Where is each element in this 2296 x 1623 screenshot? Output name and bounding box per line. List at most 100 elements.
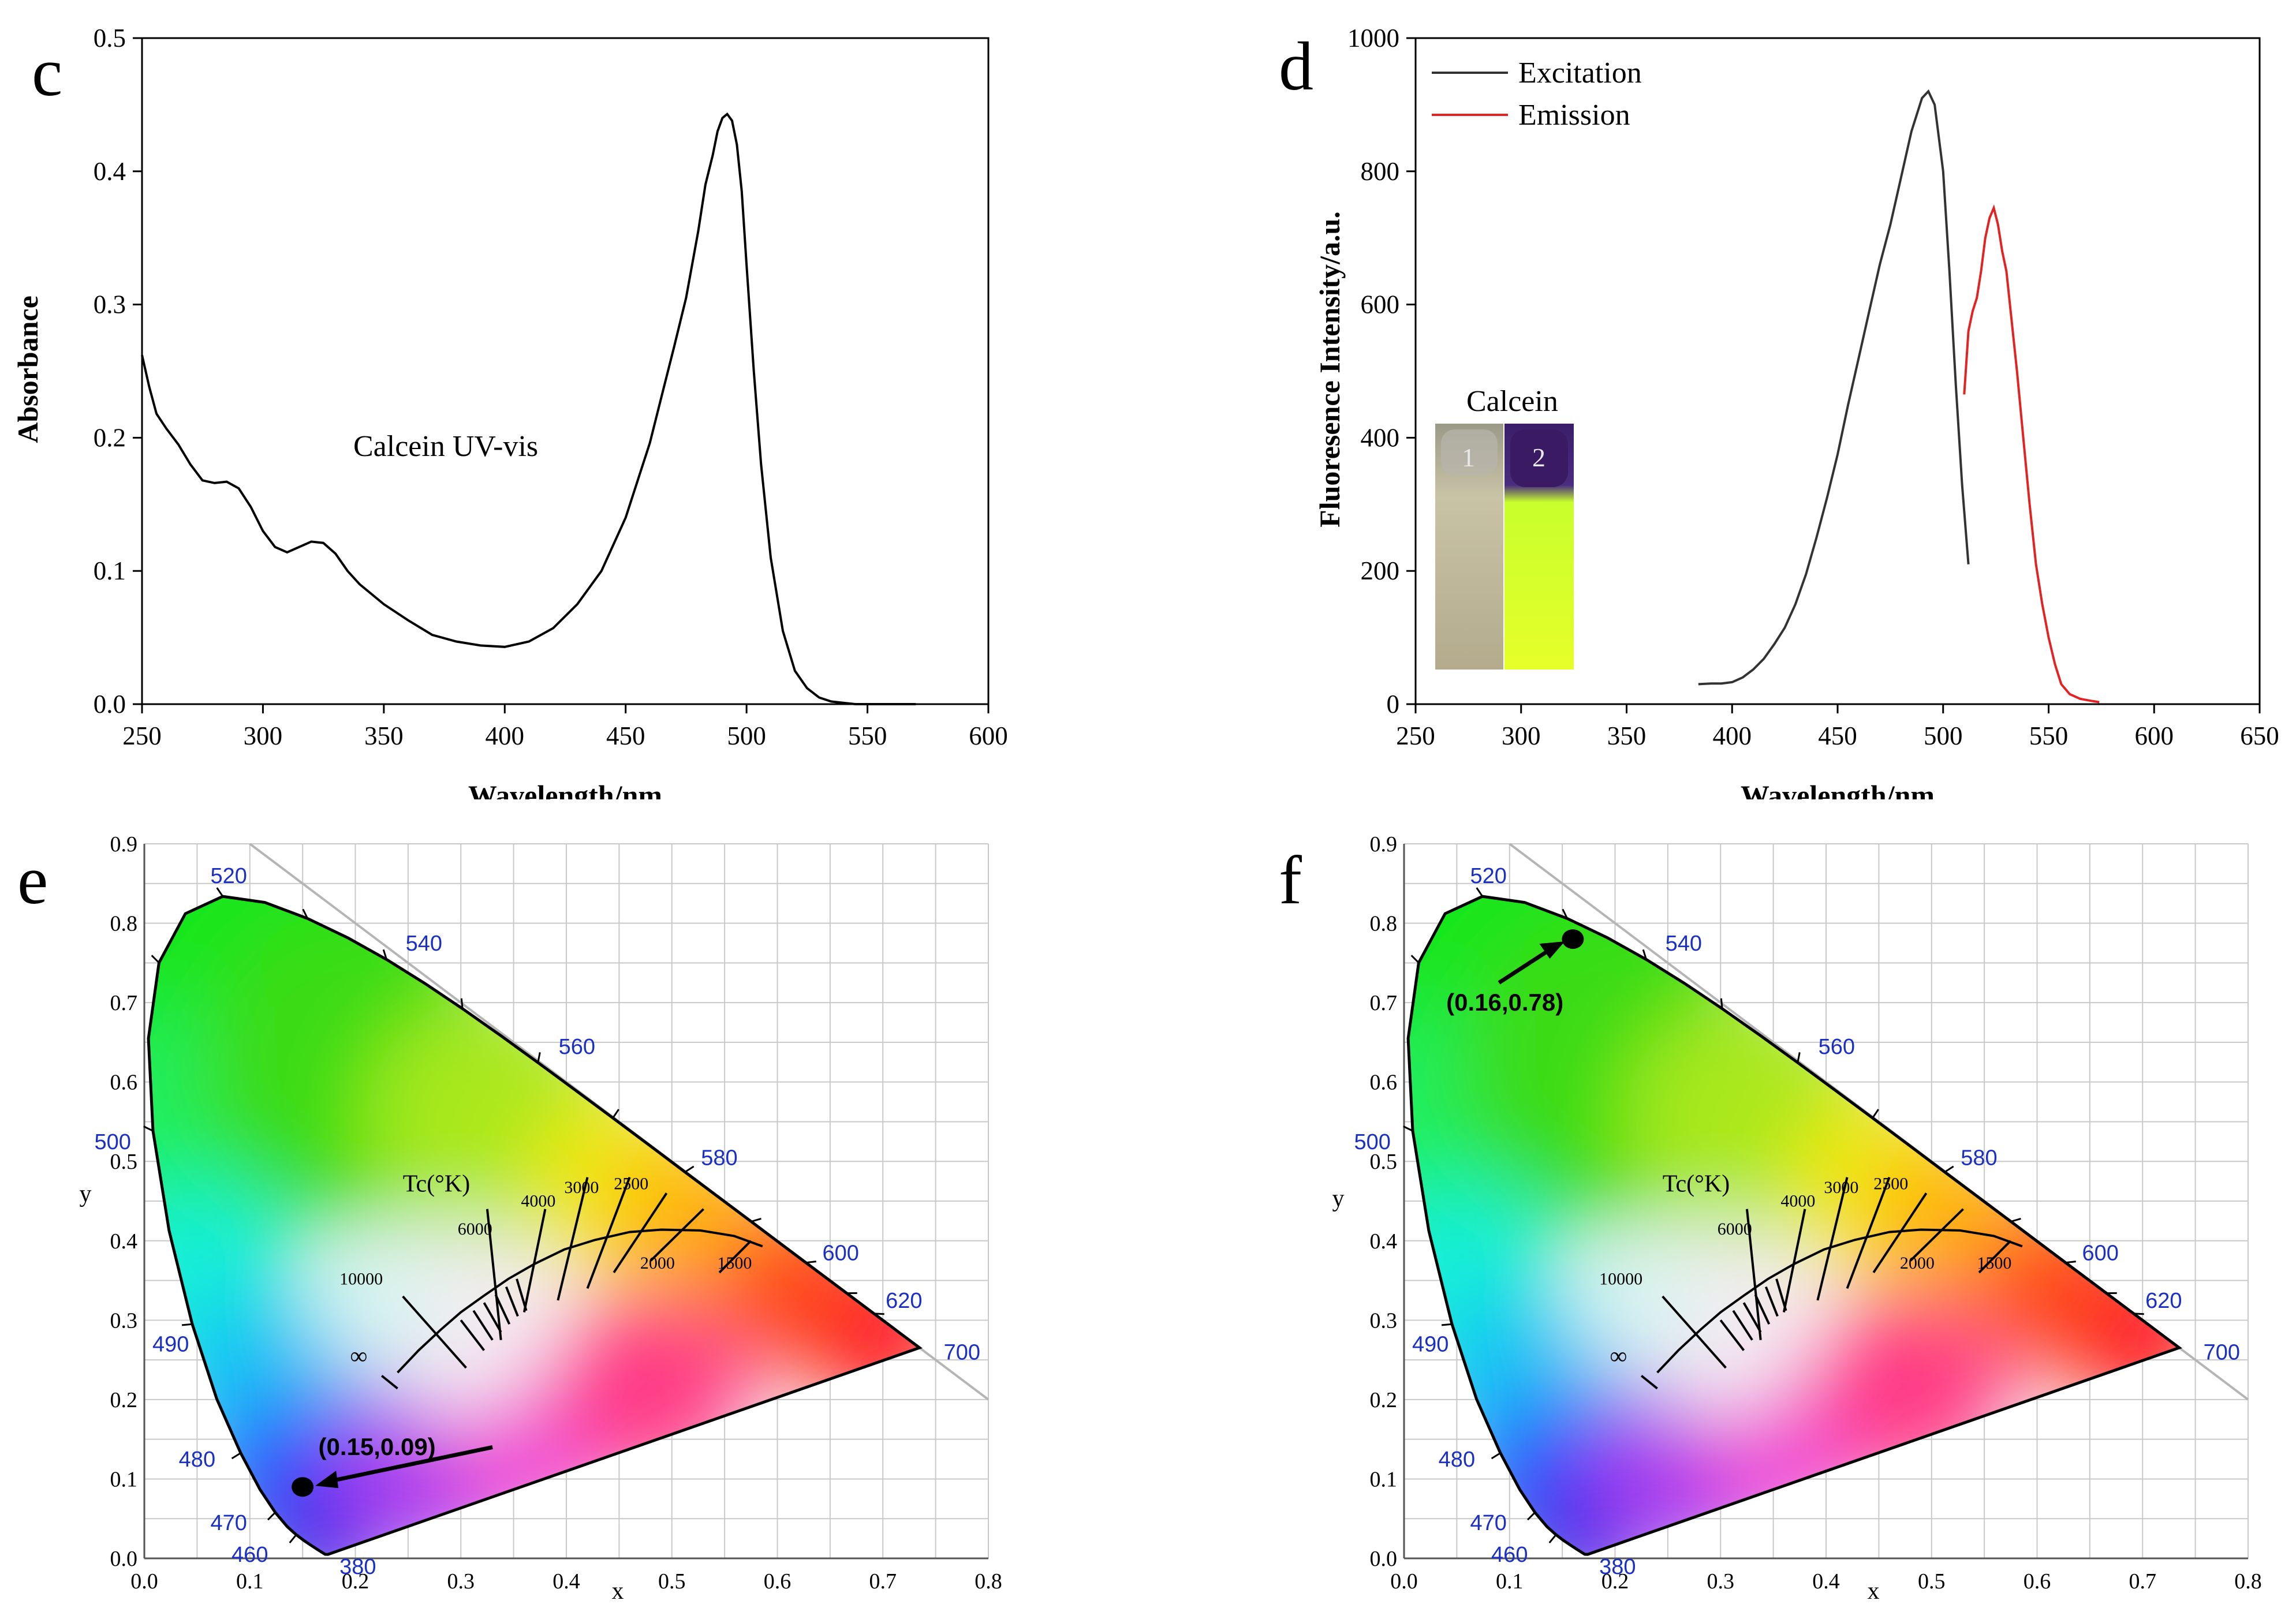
x-tick-label: 0.5 [658,1569,686,1594]
y-tick-label: 1000 [1347,24,1399,53]
panel-letter-f: f [1279,842,1302,918]
y-axis-title-e: y [80,1181,92,1207]
y-tick-label: 600 [1361,290,1400,319]
planckian-locus [1656,1228,2023,1374]
spectral-locus-outline [147,895,923,1556]
point-arrow-shaft [324,1445,493,1484]
x-tick-label: 550 [848,721,887,750]
y-tick-label: 0.5 [1370,1150,1398,1174]
panel-letter-c: c [32,33,62,110]
gamut-blobs [148,896,920,1555]
locus-tick [181,1323,193,1326]
cie-overlay-e: 380 460 470 480 490 500 520 540 560 580 600 620 700 1… [94,864,980,1579]
x-tick-label: 0.4 [1812,1569,1840,1594]
locus-tick [1642,949,1648,960]
cuvette-2-number: 2 [1532,443,1545,472]
plot-frame-c [141,37,990,705]
isotherm-line [586,1177,631,1289]
wavelength-label-560: 560 [559,1035,595,1059]
cct-label-6000: 6000 [458,1220,492,1239]
x-tick-label: 0.0 [130,1569,158,1594]
wavelength-label-560: 560 [1819,1035,1855,1059]
cuvette-1-number: 1 [1462,443,1475,472]
y-tick-label: 0.5 [94,24,126,53]
emission-curve [1963,204,2100,704]
x-tick-label: 350 [364,721,404,750]
isotherm-line [1719,1319,1745,1351]
y-tick-label: 0.2 [94,423,126,452]
cct-label-6000: 6000 [1718,1220,1752,1239]
y-tick-label: 0.7 [110,991,138,1015]
isotherm-line [1764,1286,1779,1317]
legend-label-emission: Emission [1518,99,1630,132]
color-gamut-e [148,896,920,1555]
locus-tick [1797,1052,1801,1063]
y-axis-ticks-d: 0 200 400 600 800 1000 [1347,24,1416,719]
x-tick-label: 600 [969,721,1008,750]
legend-d: Excitation Emission [1432,57,1642,132]
locus-tick [684,1165,695,1173]
y-axis-title-d: Fluoresence Intensity/a.u. [1313,211,1346,528]
x-tick-label: 0.7 [869,1569,897,1594]
cct-label-1500: 1500 [1977,1254,2011,1273]
x-axis-title-f: x [1868,1578,1880,1605]
locus-tick [1944,1165,1954,1173]
x-axis-ticks-c: 250 300 350 400 450 500 550 600 [122,704,1008,750]
cct-title: Tc(°K) [403,1170,470,1197]
y-axis-title-f: y [1332,1186,1345,1212]
wavelength-label-580: 580 [701,1146,737,1170]
isotherm-line [1909,1208,1964,1262]
wavelength-label-500: 500 [94,1130,130,1154]
cct-label-2500: 2500 [614,1174,648,1193]
isotherm-line [1872,1192,1928,1273]
cct-label-10000: 10000 [339,1269,383,1288]
x-tick-label: 0.0 [1390,1569,1418,1594]
wavelength-label-460: 460 [1491,1543,1528,1567]
isotherm-line [402,1295,467,1369]
locus-tick [612,1109,619,1119]
panel-f-cie-diagram: f 0.0 0.1 0.2 0.3 0.4 0.5 0.6 0.7 0.8 0.0 0.1 0.2 0.… [1279,832,2262,1605]
point-coordinate-label: (0.15,0.09) [319,1433,436,1460]
locus-tick [143,1125,154,1132]
x-tick-label: 0.6 [2024,1569,2051,1594]
calcein-uv-vis-label: Calcein UV-vis [353,430,538,463]
panel-c-absorbance-chart: c 250 300 350 400 450 500 550 600 0.00.10.20.30… [12,24,1008,812]
isotherm-line [494,1294,511,1325]
y-tick-label: 0.1 [1370,1467,1398,1491]
gamut-color-blob [1573,1241,1700,1368]
locus-tick [751,1218,761,1222]
x-tick-label: 600 [2135,721,2174,750]
planckian-locus [397,1228,763,1374]
legend-label-excitation: Excitation [1518,57,1642,89]
gamut-color-blob [555,1288,746,1479]
locus-tick [460,998,464,1009]
x-tick-label: 0.1 [236,1569,264,1594]
locus-tick [382,949,388,960]
y-tick-label: 0.0 [1370,1547,1398,1571]
locus-tick [2010,1218,2021,1222]
locus-tick [1441,1323,1453,1326]
y-tick-label: 0.8 [1370,912,1398,936]
y-tick-label: 0.9 [1370,832,1398,857]
y-tick-label: 0.4 [110,1229,138,1254]
y-axis-ticks-c: 0.0 0.1 0.2 0.3 0.4 0.5 [94,24,142,719]
locus-tick [302,908,309,919]
point-arrow-head [315,1471,339,1489]
isotherm-line [1732,1310,1753,1341]
x-tick-label: 500 [1924,721,1963,750]
panel-e-cie-diagram: e 0.0 0.1 0.2 0.3 0.4 0.5 0.6 0.7 0.8 0.0 0.1 0.2 0.… [17,832,1002,1605]
y-tick-label: 0.6 [110,1071,138,1095]
y-axis-title-c: Absorbance [12,296,44,443]
wavelength-label-480: 480 [1439,1448,1475,1472]
wavelength-label-700: 700 [2204,1340,2240,1364]
x-tick-label: 0.8 [975,1569,1002,1594]
y-tick-label: 200 [1361,556,1400,585]
wavelength-label-600: 600 [2082,1241,2118,1265]
locus-tick [231,1452,241,1460]
cct-label-1500: 1500 [717,1254,752,1273]
cct-label-2000: 2000 [1900,1254,1935,1273]
wavelength-label-380: 380 [1599,1555,1636,1579]
locus-tick [1548,1534,1557,1543]
cct-label-2500: 2500 [1873,1174,1908,1193]
